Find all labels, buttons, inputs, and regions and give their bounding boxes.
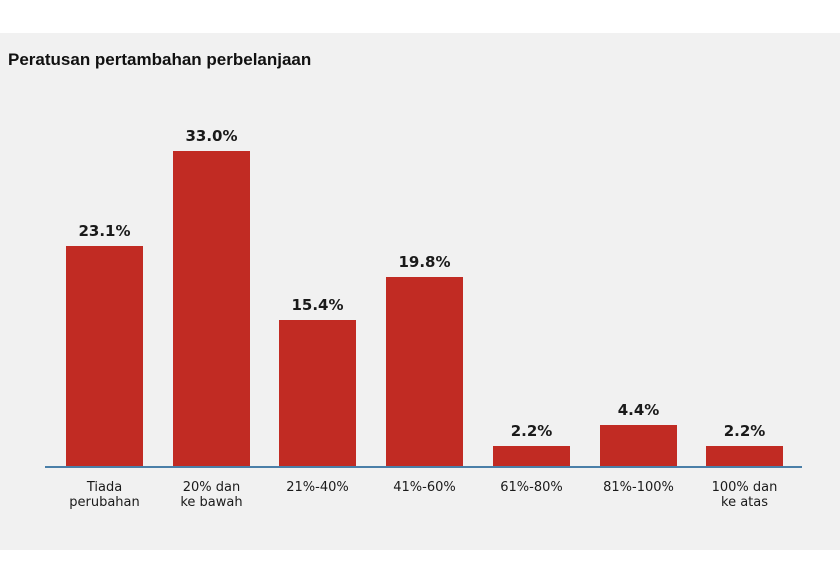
bar <box>66 246 143 467</box>
category-label: 41%-60% <box>393 480 456 495</box>
category-label: 81%-100% <box>603 480 674 495</box>
category-label: 20% dan ke bawah <box>180 480 243 510</box>
bar <box>493 446 570 467</box>
category-label: 61%-80% <box>500 480 563 495</box>
category-label: Tiada perubahan <box>69 480 140 510</box>
category-label: 21%-40% <box>286 480 349 495</box>
bar <box>706 446 783 467</box>
bar-value-label: 2.2% <box>510 422 553 440</box>
x-axis-line <box>45 466 802 468</box>
bar-value-label: 19.8% <box>398 253 451 271</box>
bar <box>173 151 250 467</box>
bar-value-label: 4.4% <box>617 401 660 419</box>
bar-value-label: 23.1% <box>78 222 131 240</box>
chart-title: Peratusan pertambahan perbelanjaan <box>8 50 312 69</box>
category-label: 100% dan ke atas <box>711 480 778 510</box>
bar-value-label: 15.4% <box>291 296 344 314</box>
bar-value-label: 2.2% <box>723 422 766 440</box>
bar <box>279 320 356 467</box>
bar <box>600 425 677 467</box>
bar-value-label: 33.0% <box>185 127 238 145</box>
bar <box>386 277 463 467</box>
